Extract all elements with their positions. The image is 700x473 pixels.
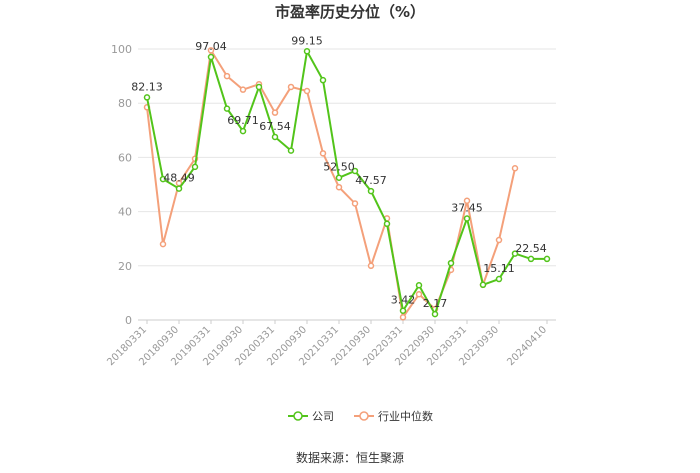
y-tick-label: 60 xyxy=(118,151,132,164)
data-point[interactable] xyxy=(527,255,535,263)
series-layer xyxy=(143,47,551,321)
source-note: 数据来源：恒生聚源 xyxy=(296,450,404,465)
data-point[interactable] xyxy=(383,220,391,228)
y-tick-label: 80 xyxy=(118,97,132,110)
data-point[interactable] xyxy=(543,255,551,263)
legend-label: 公司 xyxy=(312,410,334,423)
data-point[interactable] xyxy=(399,314,407,321)
data-point[interactable] xyxy=(511,250,519,257)
data-point[interactable] xyxy=(415,291,423,298)
legend-item-company[interactable]: 公司 xyxy=(288,410,334,423)
data-label: 52.50 xyxy=(323,161,355,174)
legend-label: 行业中位数 xyxy=(378,409,433,423)
data-label: 69.71 xyxy=(227,114,259,127)
data-point[interactable] xyxy=(431,310,439,318)
data-point[interactable] xyxy=(159,175,167,183)
data-point[interactable] xyxy=(447,259,455,267)
data-label: 99.15 xyxy=(291,34,323,47)
grid-lines xyxy=(138,48,556,321)
data-point[interactable] xyxy=(335,174,343,181)
data-point[interactable] xyxy=(319,150,327,157)
data-point[interactable] xyxy=(175,185,183,192)
data-point[interactable] xyxy=(239,127,247,135)
y-tick-label: 20 xyxy=(118,260,132,273)
data-point[interactable] xyxy=(303,87,311,95)
data-point[interactable] xyxy=(463,215,471,222)
legend-marker-icon xyxy=(359,411,369,421)
data-point[interactable] xyxy=(287,147,295,154)
y-tick-label: 40 xyxy=(118,206,132,219)
data-point[interactable] xyxy=(191,163,199,171)
y-tick-label: 0 xyxy=(125,314,132,327)
data-point[interactable] xyxy=(511,164,519,172)
data-point[interactable] xyxy=(495,275,503,283)
data-point[interactable] xyxy=(207,47,215,54)
data-label: 37.45 xyxy=(451,202,483,215)
data-point[interactable] xyxy=(271,133,279,141)
data-point[interactable] xyxy=(415,282,423,289)
data-point[interactable] xyxy=(239,86,247,93)
data-point[interactable] xyxy=(223,105,231,112)
legend-item-industry-median[interactable]: 行业中位数 xyxy=(354,409,433,423)
data-point[interactable] xyxy=(287,83,295,91)
data-label: 47.57 xyxy=(355,174,387,187)
data-point[interactable] xyxy=(463,197,471,205)
data-point[interactable] xyxy=(303,48,311,55)
legend[interactable]: 公司 行业中位数 xyxy=(288,409,433,423)
data-point[interactable] xyxy=(367,262,375,270)
data-point[interactable] xyxy=(399,307,407,314)
data-label: 3.42 xyxy=(391,294,416,307)
data-label: 67.54 xyxy=(259,120,291,133)
data-label: 2.17 xyxy=(423,297,448,310)
data-label: 48.49 xyxy=(163,172,195,185)
x-tick-label: 20240410 xyxy=(505,324,549,368)
series-line xyxy=(146,47,516,320)
series-industry-median xyxy=(143,47,519,321)
data-label: 97.04 xyxy=(195,40,227,53)
data-label: 22.54 xyxy=(515,242,547,255)
series-company xyxy=(143,48,551,318)
data-point[interactable] xyxy=(159,240,167,248)
data-label: 82.13 xyxy=(131,80,163,93)
chart-title: 市盈率历史分位（%） xyxy=(275,3,425,21)
data-point[interactable] xyxy=(367,187,375,195)
data-point[interactable] xyxy=(271,109,279,116)
data-point[interactable] xyxy=(495,236,503,244)
data-point[interactable] xyxy=(207,53,215,61)
data-point[interactable] xyxy=(319,76,327,84)
data-point[interactable] xyxy=(143,94,151,101)
data-point[interactable] xyxy=(351,167,359,175)
data-point[interactable] xyxy=(479,281,487,289)
data-label: 15.11 xyxy=(483,262,515,275)
series-line xyxy=(146,48,547,317)
data-labels: 82.13 48.49 97.04 69.71 67.54 99.15 52.5047.57… xyxy=(131,34,547,310)
y-tick-label: 100 xyxy=(111,43,132,56)
data-point[interactable] xyxy=(255,83,263,91)
legend-marker-icon xyxy=(293,411,303,421)
data-point[interactable] xyxy=(223,72,231,80)
data-point[interactable] xyxy=(351,200,359,207)
data-point[interactable] xyxy=(335,183,343,191)
